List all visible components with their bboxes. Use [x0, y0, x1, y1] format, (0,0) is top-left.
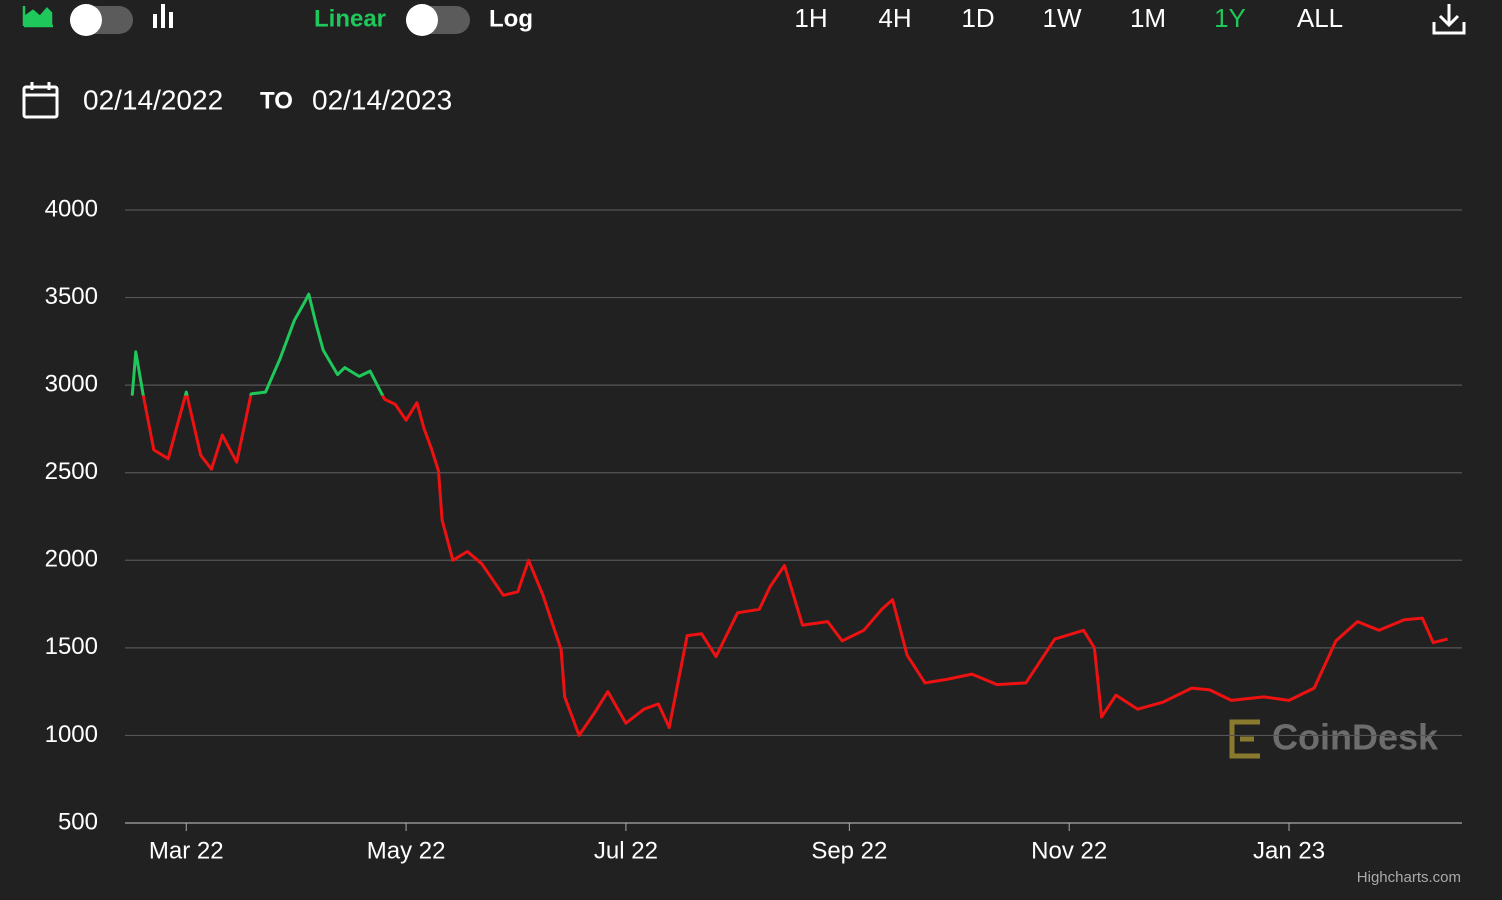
y-tick-label: 4000	[45, 195, 98, 222]
watermark: CoinDesk	[1272, 717, 1439, 758]
timeframe-button[interactable]: 1W	[1043, 3, 1082, 33]
y-tick-label: 500	[58, 808, 98, 835]
price-line	[130, 292, 1448, 737]
x-tick-label: Sep 22	[811, 837, 887, 864]
x-tick-label: Jan 23	[1253, 837, 1325, 864]
bar-chart-icon[interactable]	[153, 4, 173, 28]
x-tick-label: Mar 22	[149, 837, 224, 864]
x-tick-label: Nov 22	[1031, 837, 1107, 864]
credit[interactable]: Highcharts.com	[1357, 869, 1461, 886]
area-chart-icon[interactable]	[22, 6, 53, 28]
download-icon[interactable]	[1432, 4, 1466, 35]
timeframe-button[interactable]: ALL	[1297, 3, 1343, 33]
y-tick-label: 2000	[45, 546, 98, 573]
chart-type-toggle[interactable]	[70, 4, 133, 36]
timeframe-button[interactable]: 1D	[961, 3, 994, 33]
calendar-icon[interactable]	[22, 82, 59, 119]
timeframe-button[interactable]: 1M	[1130, 3, 1166, 33]
y-tick-label: 1000	[45, 721, 98, 748]
date-to[interactable]: 02/14/2023	[312, 84, 452, 115]
y-tick-label: 3500	[45, 283, 98, 310]
watermark-logo	[1229, 719, 1260, 759]
y-tick-label: 3000	[45, 370, 98, 397]
timeframe-button[interactable]: 1H	[794, 3, 827, 33]
scale-option[interactable]: Log	[489, 5, 533, 32]
timeframe-button[interactable]: 1Y	[1214, 3, 1246, 33]
y-tick-label: 1500	[45, 633, 98, 660]
scale-option[interactable]: Linear	[314, 5, 386, 32]
date-from[interactable]: 02/14/2022	[83, 84, 223, 115]
timeframe-button[interactable]: 4H	[878, 3, 911, 33]
y-tick-label: 2500	[45, 458, 98, 485]
scale-toggle[interactable]	[406, 4, 470, 36]
x-tick-label: Jul 22	[594, 837, 658, 864]
x-tick-label: May 22	[367, 837, 446, 864]
date-connector: TO	[260, 87, 293, 114]
